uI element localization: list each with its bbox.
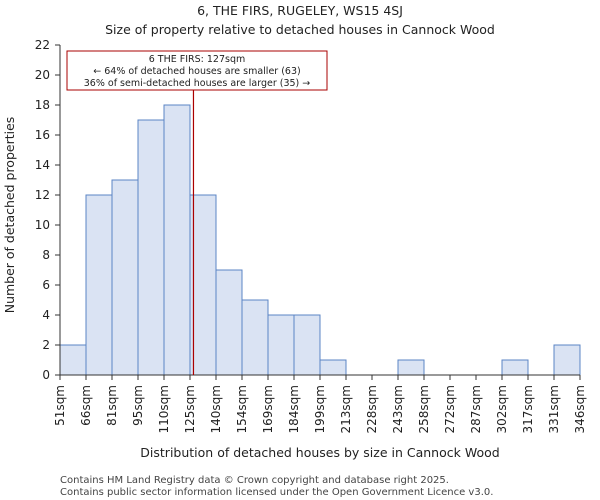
- bar-81sqm: [111, 179, 139, 376]
- x-tick-label: 331sqm: [547, 385, 561, 433]
- x-tick-label: 51sqm: [53, 385, 67, 426]
- x-tick-label: 302sqm: [495, 385, 509, 433]
- chart-subtitle: Size of property relative to detached ho…: [105, 22, 495, 37]
- bar-110sqm: [163, 104, 191, 376]
- y-tick-label: 0: [42, 368, 50, 382]
- annotation-rect: [66, 50, 328, 91]
- x-tick-label: 228sqm: [365, 385, 379, 433]
- x-tick-label: 125sqm: [183, 385, 197, 433]
- bar-95sqm: [137, 119, 165, 376]
- x-tick-label: 110sqm: [157, 385, 171, 433]
- y-axis: 0 2 4 6 8 10 12 14 16 18 20 22: [35, 38, 61, 382]
- x-tick-label: 346sqm: [573, 385, 587, 433]
- y-tick-label: 14: [35, 158, 50, 172]
- bar-154sqm: [241, 299, 269, 376]
- x-tick-label: 169sqm: [261, 385, 275, 433]
- annotation-box: 6 THE FIRS: 127sqm ← 64% of detached hou…: [66, 50, 328, 91]
- chart-title: 6, THE FIRS, RUGELEY, WS15 4SJ: [197, 3, 403, 18]
- y-tick-label: 12: [35, 188, 50, 202]
- y-axis-label: Number of detached properties: [2, 117, 17, 314]
- x-tick-label: 184sqm: [287, 385, 301, 433]
- x-tick-label: 95sqm: [131, 385, 145, 426]
- y-tick-label: 2: [42, 338, 50, 352]
- bar-169sqm: [267, 314, 295, 376]
- bar-184sqm: [293, 314, 321, 376]
- y-tick-label: 20: [35, 68, 50, 82]
- annotation-line-3: 36% of semi-detached houses are larger (…: [84, 78, 311, 89]
- x-tick-label: 140sqm: [209, 385, 223, 433]
- y-tick-label: 8: [42, 248, 50, 262]
- x-tick-label: 66sqm: [79, 385, 93, 426]
- footer-line-2: Contains public sector information licen…: [60, 487, 493, 498]
- annotation-line-1: 6 THE FIRS: 127sqm: [149, 54, 246, 65]
- y-tick-label: 4: [42, 308, 50, 322]
- bar-331sqm: [553, 344, 581, 376]
- bar-125sqm: [189, 194, 217, 376]
- footer-line-1: Contains HM Land Registry data © Crown c…: [60, 475, 449, 486]
- x-tick-label: 258sqm: [417, 385, 431, 433]
- x-tick-label: 272sqm: [443, 385, 457, 433]
- bars-group: [59, 104, 581, 376]
- x-axis-label: Distribution of detached houses by size …: [140, 445, 499, 460]
- bar-51sqm: [59, 344, 87, 376]
- bar-66sqm: [85, 194, 113, 376]
- x-tick-label: 213sqm: [339, 385, 353, 433]
- x-tick-label: 243sqm: [391, 385, 405, 433]
- x-axis: 51sqm 66sqm 81sqm 95sqm 110sqm 125sqm 140sqm 15…: [53, 374, 587, 433]
- x-tick-label: 81sqm: [105, 385, 119, 426]
- x-tick-label: 199sqm: [313, 385, 327, 433]
- x-tick-label: 154sqm: [235, 385, 249, 433]
- bar-243sqm: [397, 359, 425, 376]
- y-tick-label: 18: [35, 98, 50, 112]
- y-tick-label: 16: [35, 128, 50, 142]
- x-tick-label: 287sqm: [469, 385, 483, 433]
- x-tick-label: 317sqm: [521, 385, 535, 433]
- bar-302sqm: [501, 359, 529, 376]
- y-tick-label: 10: [35, 218, 50, 232]
- y-tick-label: 22: [35, 38, 50, 52]
- y-tick-label: 6: [42, 278, 50, 292]
- bar-140sqm: [215, 269, 243, 376]
- annotation-line-2: ← 64% of detached houses are smaller (63…: [93, 66, 300, 77]
- bar-199sqm: [319, 359, 347, 376]
